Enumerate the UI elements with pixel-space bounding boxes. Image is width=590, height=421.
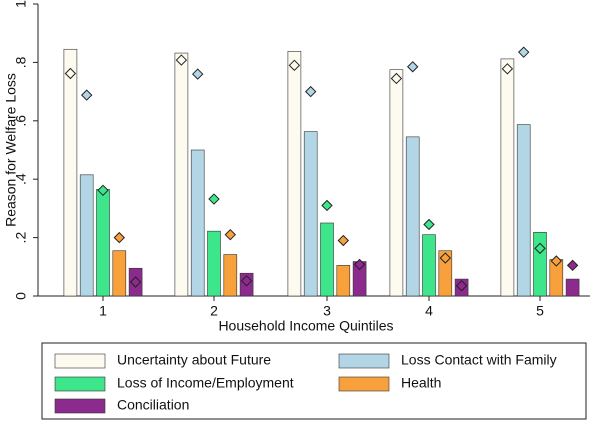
y-axis-label: Reason for Welfare Loss [3,73,19,227]
x-tick-label: 2 [210,303,218,319]
bar [303,131,318,297]
bar [112,250,127,297]
diamond-marker [337,234,350,247]
y-tick-label: .4 [13,173,29,185]
legend-swatch [338,353,390,369]
diamond-marker [455,280,468,292]
diamond-marker [550,255,563,267]
y-tick-label: .2 [13,232,29,244]
diamond-marker [390,72,403,85]
diamond-marker [175,54,188,66]
y-tick-label: .8 [13,56,29,68]
bar [389,69,404,297]
diamond-marker [97,184,109,197]
diamond-marker [191,68,204,80]
legend-swatch [54,353,106,369]
legend-swatch [338,376,390,392]
diamond-marker [321,199,333,212]
diamond-marker [517,46,530,58]
y-tick-label: 1 [13,0,29,8]
diamond-marker [501,63,514,75]
x-tick-label: 5 [536,303,544,319]
legend-label: Uncertainty about Future [117,352,271,368]
diamond-marker [566,259,579,272]
diamond-marker [406,61,419,73]
bar [500,58,515,297]
diamond-marker [353,258,366,271]
x-axis-label: Household Income Quintiles [218,318,393,334]
bar [438,250,453,297]
legend-label: Loss of Income/Employment [117,375,294,391]
diamond-marker [113,231,126,244]
bar [516,124,531,297]
bar [79,174,94,297]
bar [223,254,238,297]
legend-box [41,342,587,420]
diamond-marker [423,218,435,231]
x-tick-label: 3 [323,303,331,319]
legend-swatch [54,398,106,414]
bar [565,278,580,297]
legend-label: Loss Contact with Family [401,352,557,368]
bar [207,230,221,297]
x-tick-label: 4 [425,303,433,319]
diamond-marker [439,252,452,264]
diamond-marker [64,67,77,80]
y-tick-label: .6 [13,115,29,127]
bar [63,48,78,297]
y-tick-label: 0 [13,292,29,300]
bar [190,149,205,297]
bar [533,232,547,297]
bar [405,136,420,297]
diamond-marker [80,89,93,101]
diamond-marker [240,275,253,287]
legend-swatch [54,376,106,392]
bar [287,51,302,297]
diamond-marker [534,242,546,255]
diamond-marker [208,193,220,205]
legend-label: Conciliation [117,397,189,413]
bar [422,234,436,297]
bar [320,222,334,297]
x-tick-label: 1 [99,303,107,319]
bar [96,189,110,297]
diamond-marker [129,276,142,288]
diamond-marker [304,85,317,98]
bar [336,265,351,297]
diamond-marker [288,59,301,72]
bar [174,52,189,297]
diamond-marker [224,228,237,241]
legend-label: Health [401,375,441,391]
